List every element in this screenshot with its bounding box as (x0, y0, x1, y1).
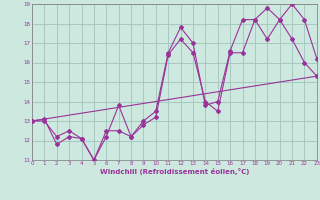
X-axis label: Windchill (Refroidissement éolien,°C): Windchill (Refroidissement éolien,°C) (100, 168, 249, 175)
